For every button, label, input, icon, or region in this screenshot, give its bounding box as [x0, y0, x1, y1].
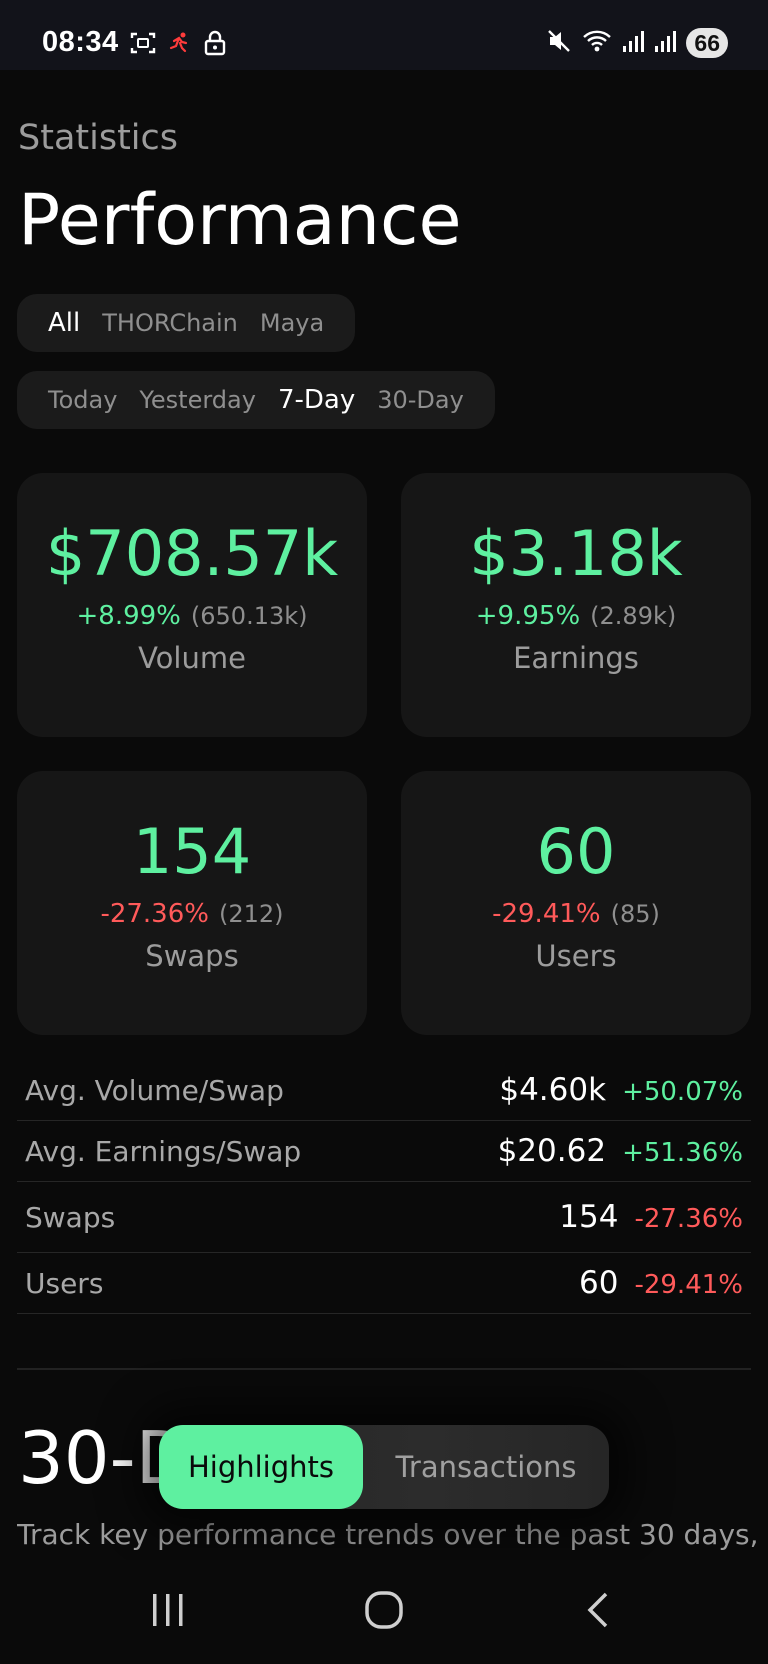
- volume-previous: (650.13k): [190, 602, 308, 630]
- metric-label: Swaps: [25, 1200, 116, 1234]
- chain-option-thorchain[interactable]: THORChain: [102, 309, 238, 337]
- tab-transactions[interactable]: Transactions: [395, 1450, 577, 1484]
- lock-icon: [204, 30, 226, 60]
- earnings-previous: (2.89k): [590, 602, 677, 630]
- swaps-value: 154: [132, 815, 252, 888]
- chain-option-all[interactable]: All: [48, 308, 81, 338]
- swaps-delta: -27.36%: [100, 899, 209, 929]
- wifi-icon: [582, 28, 612, 58]
- earnings-delta: +9.95%: [475, 601, 581, 631]
- metric-value: 60: [579, 1265, 619, 1301]
- section-title: 30-D: [18, 1416, 168, 1500]
- metric-row: Users 60 -29.41%: [17, 1253, 751, 1314]
- back-icon[interactable]: [584, 1590, 612, 1634]
- chain-filter: All THORChain Maya: [17, 294, 356, 352]
- status-bar: 08:34 66: [0, 0, 768, 70]
- metric-delta: -29.41%: [634, 1270, 743, 1300]
- users-delta: -29.41%: [492, 899, 601, 929]
- recents-icon[interactable]: [150, 1590, 186, 1634]
- signal-icon: [654, 29, 677, 57]
- users-value: 60: [536, 815, 616, 888]
- metrics-list: Avg. Volume/Swap $4.60k +50.07% Avg. Earn…: [17, 1060, 751, 1314]
- tab-highlights[interactable]: Highlights: [159, 1425, 363, 1509]
- screenshot-icon: [130, 31, 156, 59]
- period-option-yesterday[interactable]: Yesterday: [139, 386, 256, 414]
- metric-value: $4.60k: [499, 1072, 607, 1108]
- users-label: Users: [535, 939, 617, 973]
- clock: 08:34: [42, 26, 119, 58]
- metric-delta: +50.07%: [622, 1077, 743, 1107]
- page-eyebrow: Statistics: [18, 118, 178, 158]
- activity-icon: [168, 31, 192, 59]
- metric-row: Avg. Volume/Swap $4.60k +50.07%: [17, 1060, 751, 1121]
- volume-label: Volume: [138, 641, 246, 675]
- period-option-today[interactable]: Today: [48, 386, 118, 414]
- metric-label: Avg. Earnings/Swap: [25, 1134, 302, 1168]
- battery-indicator: 66: [686, 28, 728, 58]
- earnings-card: $3.18k +9.95% (2.89k) Earnings: [401, 473, 751, 737]
- earnings-value: $3.18k: [469, 517, 683, 590]
- system-nav-bar: [0, 1560, 768, 1664]
- swaps-card: 154 -27.36% (212) Swaps: [17, 771, 367, 1035]
- volume-delta: +8.99%: [76, 601, 181, 631]
- signal-icon: [622, 29, 645, 57]
- metric-value: 154: [559, 1199, 619, 1235]
- metric-label: Avg. Volume/Swap: [25, 1073, 284, 1107]
- page-title: Performance: [18, 179, 462, 261]
- metric-delta: +51.36%: [622, 1138, 743, 1168]
- section-divider: [17, 1368, 751, 1370]
- metric-delta: -27.36%: [634, 1204, 743, 1234]
- metric-value: $20.62: [497, 1133, 607, 1169]
- metric-label: Users: [25, 1266, 104, 1300]
- volume-card: $708.57k +8.99% (650.13k) Volume: [17, 473, 367, 737]
- chain-option-maya[interactable]: Maya: [259, 309, 325, 337]
- mute-icon: [546, 28, 572, 58]
- earnings-label: Earnings: [513, 641, 639, 675]
- home-icon[interactable]: [364, 1590, 404, 1634]
- users-previous: (85): [610, 900, 660, 928]
- metric-row: Swaps 154 -27.36%: [17, 1182, 751, 1253]
- swaps-previous: (212): [218, 900, 284, 928]
- period-option-7-day[interactable]: 7-Day: [277, 385, 356, 415]
- period-filter: Today Yesterday 7-Day 30-Day: [17, 371, 495, 429]
- section-description: Track key performance trends over the pa…: [17, 1518, 757, 1551]
- users-card: 60 -29.41% (85) Users: [401, 771, 751, 1035]
- swaps-label: Swaps: [145, 939, 239, 973]
- bottom-tab-bar: Highlights Transactions: [159, 1425, 609, 1509]
- volume-value: $708.57k: [45, 517, 339, 590]
- period-option-30-day[interactable]: 30-Day: [377, 386, 464, 414]
- metric-row: Avg. Earnings/Swap $20.62 +51.36%: [17, 1121, 751, 1182]
